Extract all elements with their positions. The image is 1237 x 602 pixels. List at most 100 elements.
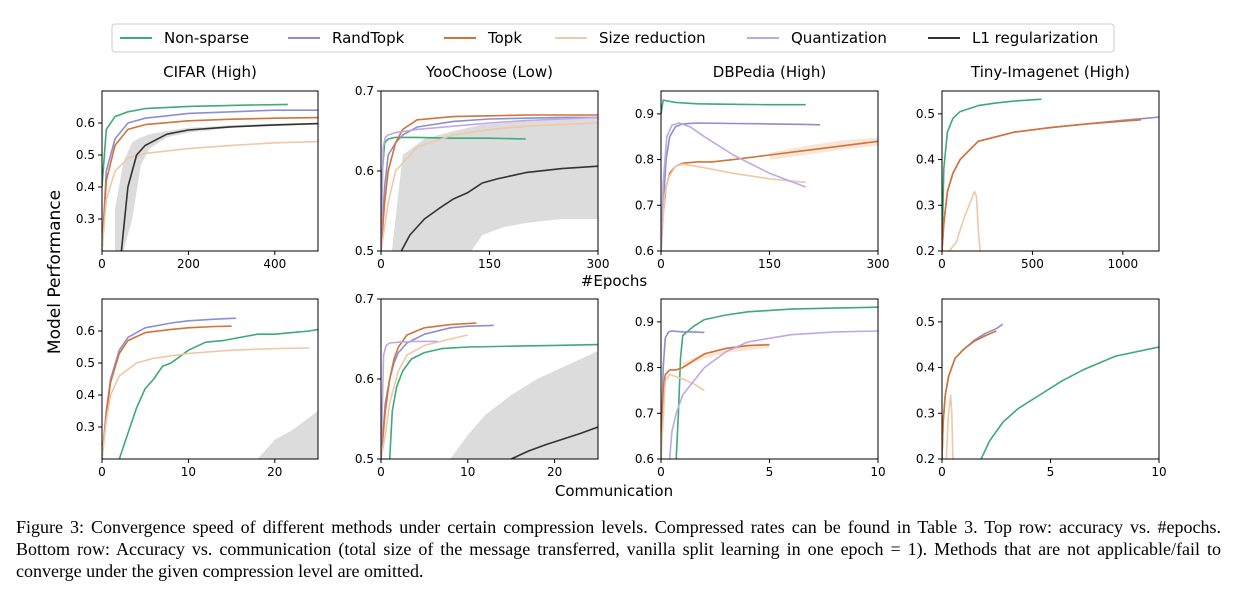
panel-6-plot-area (381, 322, 598, 459)
panel-8: 0 5 10 0.2 0.3 0.4 0.5 (916, 298, 1167, 479)
series-line-non-sparse (942, 98, 1042, 251)
series-line-non-sparse (118, 328, 318, 459)
panel-2-title: YooChoose (Low) (425, 63, 553, 81)
y-tick-label: 0.5 (355, 244, 374, 258)
x-tick-label: 10 (870, 465, 885, 479)
panel-3-frame (660, 90, 879, 252)
x-tick-label: 5 (1047, 465, 1055, 479)
y-tick-label: 0.7 (355, 84, 374, 98)
series-line-randtopk (102, 109, 318, 251)
series-line-randtopk (102, 317, 236, 459)
series-line-l1-regularization (400, 165, 598, 251)
series-line-non-sparse (102, 103, 288, 188)
y-tick-label: 0.7 (635, 406, 654, 420)
y-tick-label: 0.8 (635, 153, 654, 167)
series-line-size-reduction (945, 394, 954, 459)
series-line-topk (942, 119, 1141, 251)
series-line-l1-regularization (510, 426, 598, 459)
panel-3-title: DBPedia (High) (713, 63, 826, 81)
series-line-non-sparse (388, 343, 598, 459)
x-tick-label: 5 (766, 465, 774, 479)
x-tick-label: 0 (938, 257, 946, 271)
panel-4-title: Tiny-Imagenet (High) (970, 63, 1130, 81)
panel-1-plot-area (102, 103, 318, 251)
series-line-size-reduction (102, 347, 310, 459)
figure: Non-sparse RandTopk Topk Size reduction Quan… (45, 23, 1167, 500)
y-tick-label: 0.6 (635, 244, 654, 258)
series-line-topk (381, 322, 477, 459)
band-l1-regularization (391, 117, 598, 251)
panel-7-plot-area (661, 306, 878, 459)
panel-7-frame (660, 298, 879, 460)
y-tick-label: 0.7 (355, 292, 374, 306)
x-tick-label: 0 (98, 257, 106, 271)
series-line-topk (381, 114, 598, 251)
x-tick-label: 10 (1151, 465, 1166, 479)
x-tick-label: 0 (377, 257, 385, 271)
x-tick-label: 0 (657, 465, 665, 479)
panel-4-plot-area (942, 98, 1159, 251)
y-tick-label: 0.6 (635, 452, 654, 466)
series-line-topk (942, 330, 997, 459)
y-tick-label: 0.8 (635, 361, 654, 375)
series-line-randtopk (381, 116, 598, 251)
panel-5-frame (101, 298, 319, 460)
series-line-topk (102, 325, 232, 459)
series-line-quantization (668, 330, 878, 459)
legend-label-randtopk: RandTopk (332, 29, 405, 47)
series-line-non-sparse (661, 99, 806, 115)
panel-1: 0 200 400 0.3 0.4 0.5 0.6 CIFAR (High) (76, 63, 319, 271)
panel-5-plot-area (102, 317, 318, 459)
x-tick-label: 0 (938, 465, 946, 479)
y-tick-label: 0.7 (635, 198, 654, 212)
x-tick-label: 200 (177, 257, 200, 271)
series-line-randtopk (661, 122, 821, 251)
series-line-size-reduction (948, 190, 981, 251)
series-line-l1-regularization (120, 122, 318, 251)
x-tick-label: 150 (758, 257, 781, 271)
x-tick-label: 300 (867, 257, 890, 271)
legend-label-l1-regularization: L1 regularization (972, 29, 1098, 47)
legend-frame (111, 23, 1115, 53)
x-tick-label: 20 (547, 465, 562, 479)
x-tick-label: 0 (98, 465, 106, 479)
series-line-size-reduction (661, 373, 705, 459)
x-tick-label: 0 (657, 257, 665, 271)
x-tick-label: 10 (181, 465, 196, 479)
series-line-topk (102, 116, 318, 251)
panel-8-frame (941, 298, 1160, 460)
x-tick-label: 500 (1021, 257, 1044, 271)
panel-5: 0 10 20 0.3 0.4 0.5 0.6 (76, 298, 319, 479)
x-tick-label: 20 (267, 465, 282, 479)
panel-2-plot-area (381, 114, 598, 251)
y-tick-label: 0.4 (76, 388, 95, 402)
series-line-randtopk (942, 116, 1159, 251)
panel-2: 0 150 300 0.5 0.6 0.7 YooChoose (Low) (355, 63, 610, 271)
y-tick-label: 0.5 (76, 148, 95, 162)
figure-caption: Figure 3: Convergence speed of different… (16, 517, 1221, 581)
y-tick-label: 0.5 (355, 452, 374, 466)
panel-8-plot-area (942, 323, 1159, 459)
x-tick-label: 0 (377, 465, 385, 479)
panel-3: 0 150 300 0.6 0.7 0.8 0.9 DBPedia (High) (635, 63, 890, 271)
shared-xlabel-bottom: Communication (555, 482, 673, 500)
x-tick-label: 300 (587, 257, 610, 271)
series-line-quantization (381, 116, 598, 251)
band-l1-regularization (257, 411, 318, 459)
panel-1-title: CIFAR (High) (163, 63, 257, 81)
y-tick-label: 0.2 (916, 452, 935, 466)
panel-6: 0 10 20 0.5 0.6 0.7 (355, 292, 599, 479)
y-tick-label: 0.9 (635, 107, 654, 121)
y-tick-label: 0.4 (916, 361, 935, 375)
y-tick-label: 0.5 (916, 315, 935, 329)
series-line-non-sparse (980, 346, 1159, 459)
y-tick-label: 0.4 (76, 180, 95, 194)
y-tick-label: 0.9 (635, 315, 654, 329)
y-tick-label: 0.6 (76, 324, 95, 338)
series-line-size-reduction (661, 163, 806, 251)
panel-4-frame (941, 90, 1160, 252)
series-line-size-reduction (102, 140, 318, 251)
y-tick-label: 0.6 (76, 116, 95, 130)
panel-4: 0 500 1000 0.2 0.3 0.4 0.5 Tiny-Imagenet (High) (916, 63, 1160, 271)
x-tick-label: 1000 (1108, 257, 1139, 271)
